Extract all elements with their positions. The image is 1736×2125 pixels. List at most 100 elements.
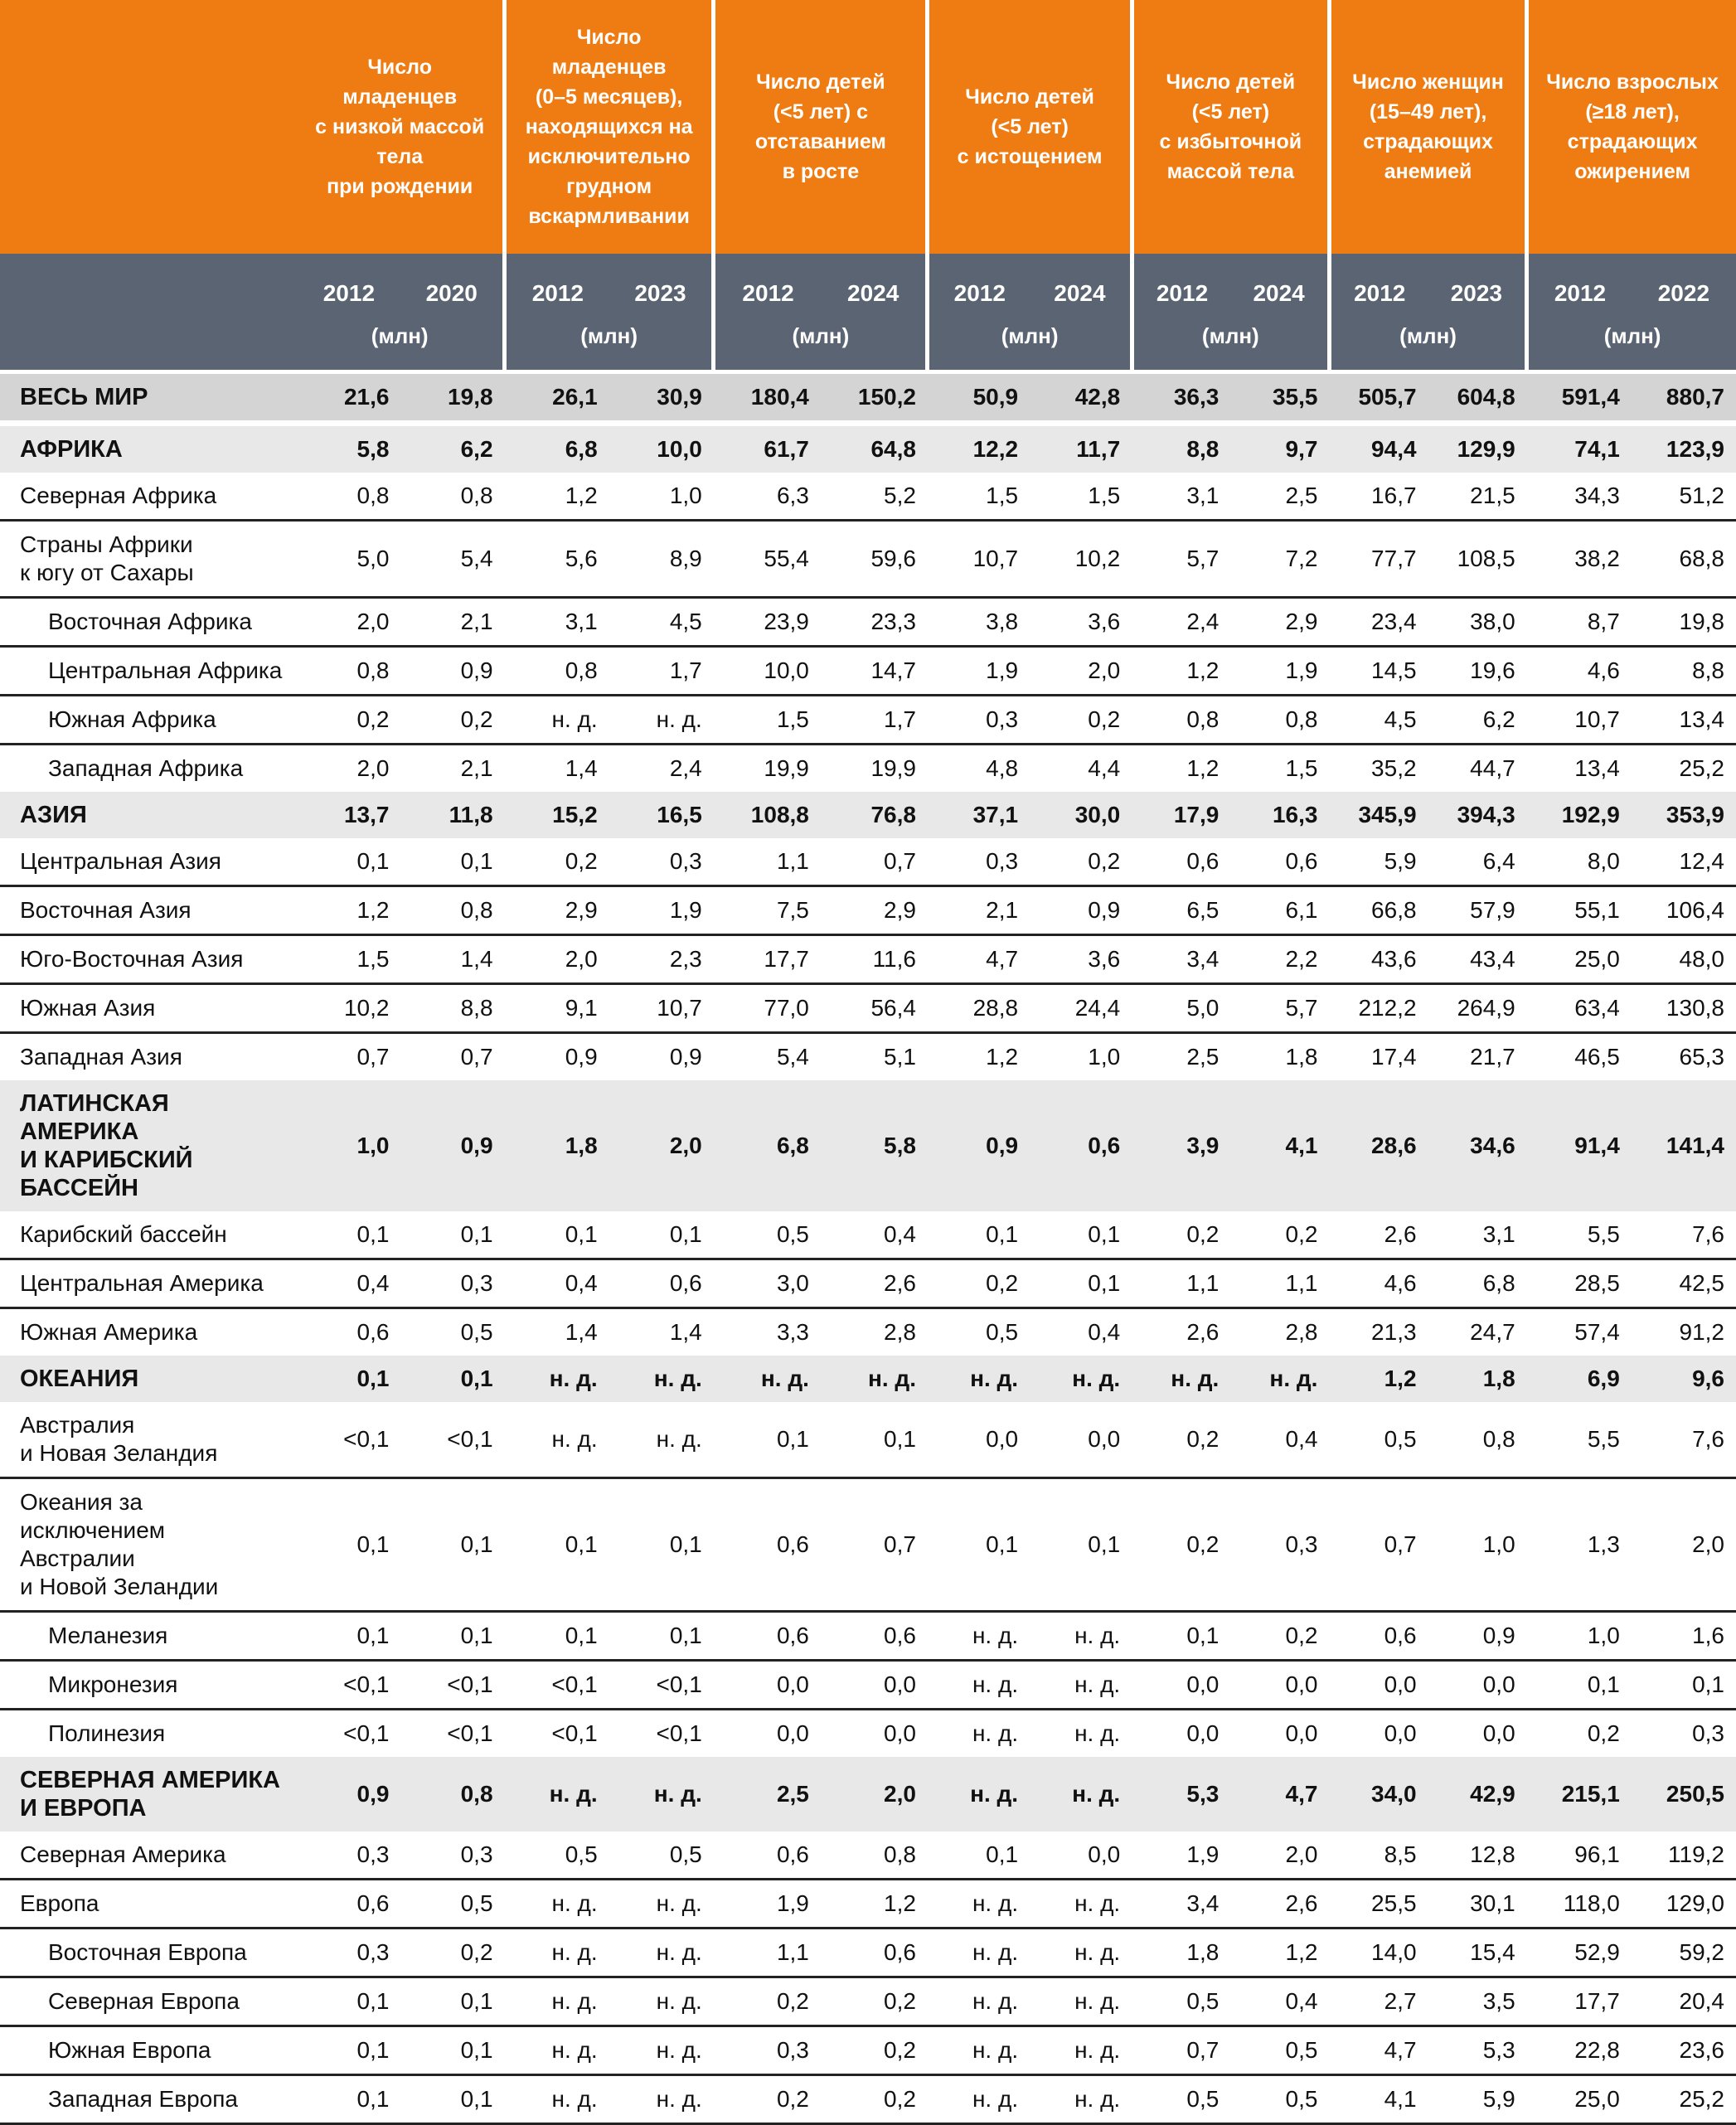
- value-cell: 0,0: [820, 1660, 928, 1710]
- value-cell: 0,9: [927, 1080, 1030, 1211]
- value-cell: 35,5: [1230, 371, 1330, 420]
- value-cell: 5,6: [504, 520, 609, 599]
- value-cell: 57,4: [1526, 1308, 1632, 1356]
- value-cell: 0,2: [713, 2074, 821, 2125]
- table-row: АЗИЯ 13,7 11,8 15,2 16,5 108,8 76,8 37,1 30,0 17,…: [0, 792, 1736, 838]
- value-cell: 66,8: [1329, 885, 1428, 936]
- value-cell: 24,7: [1428, 1308, 1527, 1356]
- value-cell: 74,1: [1526, 426, 1632, 473]
- value-cell: 76,8: [820, 792, 928, 838]
- value-cell: 91,4: [1526, 1080, 1632, 1211]
- column-group-title: Число взрослых (≥18 лет), страдающих ожи…: [1525, 0, 1736, 254]
- value-cell: 91,2: [1631, 1308, 1736, 1356]
- value-cell: 0,6: [820, 1611, 928, 1662]
- value-cell: 394,3: [1428, 792, 1527, 838]
- value-cell: 1,5: [297, 934, 401, 985]
- value-cell: 51,2: [1631, 473, 1736, 522]
- value-cell: 129,0: [1631, 1879, 1736, 1929]
- value-cell: н. д.: [713, 1356, 821, 1402]
- value-cell: 1,9: [927, 646, 1030, 696]
- table-row: ВЕСЬ МИР 21,6 19,8 26,1 30,9 180,4 150,2 50,9 42…: [0, 371, 1736, 420]
- value-cell: 9,1: [504, 983, 609, 1034]
- value-cell: 0,2: [1030, 695, 1132, 745]
- value-cell: 0,3: [297, 1831, 401, 1880]
- year-label: 2012: [297, 254, 401, 310]
- table-row: Западная Африка 2,0 2,1 1,4 2,4 19,9 19,9 4,8 4,…: [0, 744, 1736, 792]
- value-cell: 23,6: [1631, 2026, 1736, 2076]
- value-cell: 1,0: [1428, 1477, 1527, 1613]
- value-cell: 19,8: [1631, 597, 1736, 648]
- value-cell: 1,8: [504, 1080, 609, 1211]
- value-cell: 1,1: [713, 838, 821, 887]
- row-label: Океания за исключением Австралии и Новой…: [0, 1477, 298, 1613]
- value-cell: н. д.: [1030, 2026, 1132, 2076]
- value-cell: 1,0: [609, 473, 714, 522]
- value-cell: 13,7: [297, 792, 401, 838]
- value-cell: н. д.: [609, 1356, 714, 1402]
- value-cell: 4,4: [1030, 744, 1132, 792]
- value-cell: 42,5: [1631, 1259, 1736, 1309]
- value-cell: н. д.: [1030, 1611, 1132, 1662]
- value-cell: 0,2: [820, 1977, 928, 2027]
- value-cell: 0,4: [1230, 1977, 1330, 2027]
- table-row: Океания за исключением Австралии и Новой…: [0, 1477, 1736, 1613]
- table-row: Северная Европа 0,1 0,1 н. д. н. д. 0,2 0,2 н. …: [0, 1977, 1736, 2027]
- value-cell: 1,2: [1230, 1928, 1330, 1978]
- value-cell: 5,5: [1526, 1211, 1632, 1260]
- value-cell: 6,8: [1428, 1259, 1527, 1309]
- value-cell: 2,1: [927, 885, 1030, 936]
- value-cell: 0,5: [609, 1831, 714, 1880]
- value-cell: 0,2: [820, 2026, 928, 2076]
- column-group-title: Число женщин (15–49 лет), страдающих ане…: [1326, 0, 1527, 254]
- value-cell: 0,3: [297, 1928, 401, 1978]
- value-cell: 13,4: [1631, 695, 1736, 745]
- year-label: 2023: [1428, 254, 1527, 310]
- row-label: ЛАТИНСКАЯ АМЕРИКА И КАРИБСКИЙ БАССЕЙН: [0, 1080, 298, 1211]
- table-row: АФРИКА 5,8 6,2 6,8 10,0 61,7 64,8 12,2 11,7 8,8 9,…: [0, 426, 1736, 473]
- value-cell: 8,8: [400, 983, 505, 1034]
- value-cell: 23,9: [713, 597, 821, 648]
- value-cell: 0,4: [1230, 1402, 1330, 1479]
- unit-label: (млн): [297, 310, 505, 374]
- value-cell: 50,9: [927, 371, 1030, 420]
- value-cell: н. д.: [927, 1660, 1030, 1710]
- value-cell: н. д.: [927, 2026, 1030, 2076]
- value-cell: 1,2: [820, 1879, 928, 1929]
- value-cell: 42,8: [1030, 371, 1132, 420]
- value-cell: 2,1: [400, 744, 505, 792]
- value-cell: 0,7: [1132, 2026, 1231, 2076]
- value-cell: 6,5: [1132, 885, 1231, 936]
- value-cell: 2,5: [1132, 1032, 1231, 1080]
- value-cell: н. д.: [927, 1928, 1030, 1978]
- value-cell: н. д.: [504, 1402, 609, 1479]
- value-cell: 1,4: [504, 1308, 609, 1356]
- table-row: Австралия и Новая Зеландия <0,1 <0,1 н. д. н…: [0, 1402, 1736, 1479]
- value-cell: 8,9: [609, 520, 714, 599]
- column-group-title: Число детей (<5 лет) с истощением: [925, 0, 1132, 254]
- year-label: 2012: [1326, 254, 1428, 310]
- value-cell: 0,9: [1428, 1611, 1527, 1662]
- value-cell: 604,8: [1428, 371, 1527, 420]
- value-cell: 0,8: [1132, 695, 1231, 745]
- value-cell: 0,1: [400, 1477, 505, 1613]
- value-cell: 0,9: [1030, 885, 1132, 936]
- value-cell: 2,2: [1230, 934, 1330, 985]
- value-cell: 591,4: [1526, 371, 1632, 420]
- value-cell: н. д.: [609, 1977, 714, 2027]
- value-cell: 0,0: [1030, 1402, 1132, 1479]
- value-cell: 65,3: [1631, 1032, 1736, 1080]
- table-row: Полинезия <0,1 <0,1 <0,1 <0,1 0,0 0,0 н. д. н. д…: [0, 1709, 1736, 1757]
- value-cell: 10,2: [1030, 520, 1132, 599]
- value-cell: 0,2: [400, 695, 505, 745]
- table-header: Число младенцев с низкой массой тела при…: [0, 0, 1736, 374]
- row-label: Микронезия: [0, 1660, 298, 1710]
- value-cell: 14,7: [820, 646, 928, 696]
- value-cell: 6,2: [400, 426, 505, 473]
- value-cell: 25,0: [1526, 2074, 1632, 2125]
- value-cell: 0,8: [297, 473, 401, 522]
- value-cell: 0,6: [1230, 838, 1330, 887]
- value-cell: 4,6: [1526, 646, 1632, 696]
- header-group-row: Число младенцев с низкой массой тела при…: [0, 0, 1736, 254]
- value-cell: 2,9: [504, 885, 609, 936]
- table-row: Южная Африка 0,2 0,2 н. д. н. д. 1,5 1,7 0,3 0,2…: [0, 695, 1736, 745]
